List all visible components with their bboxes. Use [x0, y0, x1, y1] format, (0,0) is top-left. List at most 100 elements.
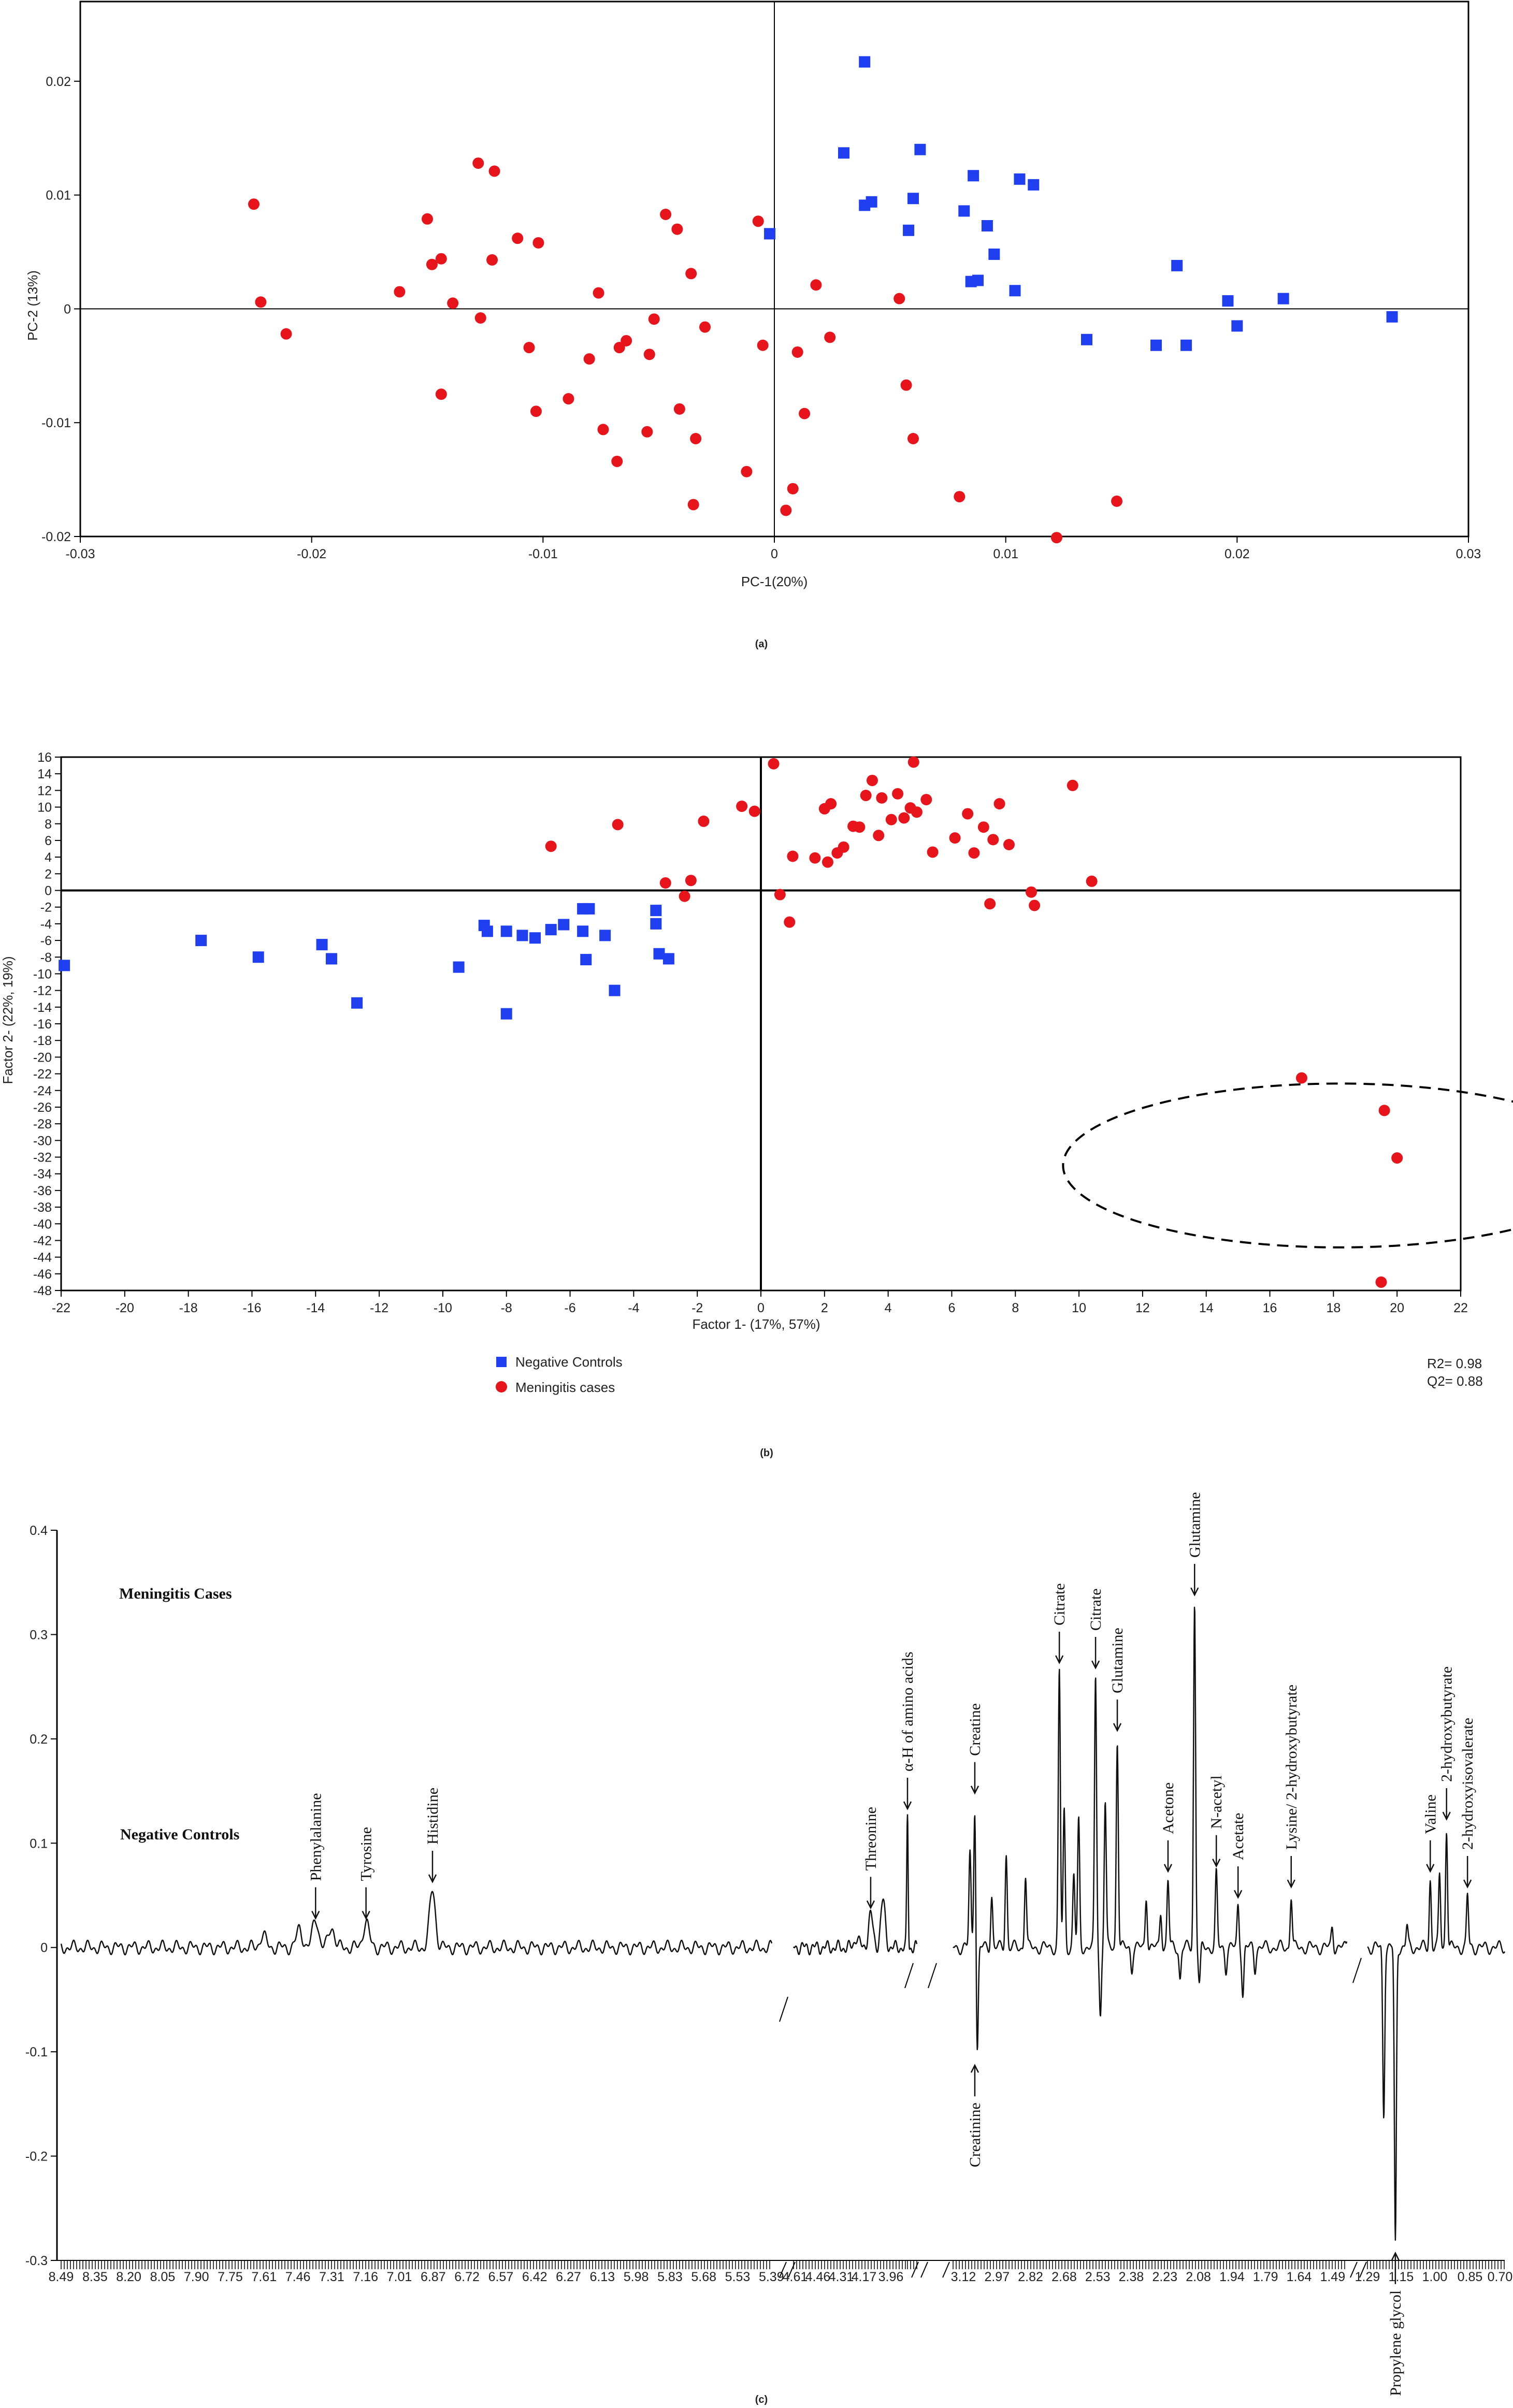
panel-a-ytick-label: 0 [64, 302, 71, 316]
panel-b-point-case [774, 889, 786, 901]
panel-a-point-control [1386, 311, 1398, 323]
panel-a-ytick-label: -0.02 [41, 530, 71, 544]
panel-c-xtick-label: 1.79 [1253, 2270, 1278, 2284]
panel-b-xtick-label: 10 [1072, 1301, 1086, 1315]
peak-arrowhead [1391, 2251, 1400, 2261]
panel-c-xtick-label: 7.01 [387, 2270, 412, 2284]
axis-break-mark [911, 2261, 919, 2278]
panel-a-point-case [472, 157, 484, 169]
panel-b-ytick-label: -34 [33, 1167, 52, 1182]
panel-a-point-control [903, 224, 915, 236]
panel-a-point-case [613, 342, 625, 354]
axis-break-mark [942, 2261, 950, 2278]
panel-b-ytick-label: -12 [33, 984, 52, 998]
panel-b-point-case [984, 898, 996, 910]
panel-c-xtick-label: 1.49 [1320, 2270, 1345, 2284]
panel-c-xtick-label: 5.53 [725, 2270, 751, 2284]
panel-a-point-case [532, 237, 544, 249]
peak-arrowhead [1113, 1723, 1122, 1732]
panel-c-xtick-label: 7.75 [218, 2270, 243, 2284]
panel-c: 0.40.30.20.10-0.1-0.2-0.3 8.49 8.35 8.20 8.… [25, 1492, 1512, 2405]
panel-b-xtick-label: -12 [370, 1301, 388, 1315]
panel-b-point-case [854, 821, 866, 833]
panel-a-point-control [866, 196, 877, 208]
panel-b-point-control [599, 930, 611, 941]
panel-b-point-control [481, 925, 493, 937]
panel-b-ytick-label: -4 [40, 917, 52, 932]
panel-c-xtick-label: 2.68 [1051, 2270, 1077, 2284]
peak-arrowhead [866, 1900, 875, 1910]
panel-a-point-control [1081, 333, 1092, 345]
panel-b-xtick-label: 8 [1012, 1301, 1019, 1315]
panel-a-point-case [660, 209, 672, 221]
panel-a-point-case [486, 254, 498, 266]
peak-arrowhead [311, 1910, 320, 1920]
axis-break-mark [779, 1996, 788, 2022]
panel-c-xtick-label: 7.16 [353, 2270, 378, 2284]
panel-b-point-case [838, 841, 849, 853]
panel-b-point-case [927, 846, 939, 858]
panel-b-xtick-label: -4 [628, 1301, 639, 1315]
panel-c-spectrum [60, 1606, 1506, 2241]
panel-a-point-control [988, 248, 1000, 260]
panel-a-point-control [914, 143, 926, 155]
peak-arrowhead [428, 1874, 437, 1883]
peak-arrowhead [362, 1910, 370, 1920]
panel-b-point-control [500, 1008, 512, 1020]
panel-b-point-control [662, 953, 674, 965]
panel-b-xtick-label: -10 [434, 1301, 452, 1315]
group-label-controls: Negative Controls [120, 1826, 239, 1843]
panel-b-point-control [351, 997, 363, 1009]
peak-arrowhead [970, 1786, 979, 1795]
panel-b-point-control [59, 960, 70, 971]
panel-b-point-case [911, 806, 923, 818]
peak-arrowhead [1463, 1879, 1472, 1889]
panel-c-caption: (c) [755, 2394, 768, 2405]
panel-b-ytick-label: -14 [33, 1000, 52, 1015]
panel-b-xtick-label: -6 [564, 1301, 575, 1315]
panel-a-point-case [621, 335, 632, 346]
panel-c-xtick-label: 5.98 [624, 2270, 649, 2284]
group-label-cases: Meningitis Cases [119, 1585, 232, 1602]
panel-b-point-case [822, 856, 833, 868]
panel-b-point-case [962, 808, 974, 820]
panel-c-xtick-label: 3.12 [951, 2270, 976, 2284]
panel-a-point-case [780, 504, 792, 516]
panel-c-x-ticks: 8.49 8.35 8.20 8.05 7.90 7.75 7.61 7.46 7.31 7.16… [49, 2270, 1513, 2284]
panel-b-ytick-label: 14 [37, 767, 52, 781]
panel-b-point-case [907, 756, 919, 768]
panel-b-point-case [977, 821, 989, 833]
legend-label-cases: Meningitis cases [515, 1380, 615, 1395]
panel-b-point-control [650, 918, 662, 930]
panel-a-point-control [1009, 285, 1021, 297]
panel-c-xtick-label: 0.70 [1488, 2270, 1513, 2284]
panel-b-q2: Q2= 0.88 [1427, 1373, 1483, 1389]
panel-b-ytick-label: -44 [33, 1251, 52, 1265]
panel-c-xtick-label: 2.97 [984, 2270, 1010, 2284]
panel-b-point-control [453, 961, 465, 973]
panel-c-axis-breaks [779, 1957, 1367, 2278]
panel-b-ytick-label: -46 [33, 1267, 52, 1282]
panel-a-point-control [1222, 295, 1234, 307]
panel-a-ytick-label: 0.02 [46, 75, 71, 89]
panel-b-ytick-label: -42 [33, 1234, 52, 1248]
panel-b-ytick-label: -20 [33, 1050, 52, 1065]
panel-b-ytick-label: 16 [37, 750, 52, 765]
panel-c-xtick-label: 2.23 [1152, 2270, 1177, 2284]
panel-a-point-case [824, 331, 836, 343]
panel-b-point-control [650, 905, 662, 917]
panel-a-point-control [859, 56, 871, 68]
axis-break-mark [928, 1963, 937, 1989]
panel-b-ytick-label: -2 [40, 901, 52, 915]
panel-a-point-control [907, 193, 919, 205]
peak-arrowhead [1234, 1890, 1243, 1899]
panel-b-point-case [1378, 1105, 1390, 1116]
panel-c-xtick-label: 4.46 [805, 2270, 831, 2284]
panel-a-point-case [894, 293, 905, 304]
panel-b-point-case [987, 834, 999, 846]
panel-a-points [248, 56, 1398, 544]
panel-b-ytick-label: -48 [33, 1284, 52, 1298]
panel-b-point-control [500, 925, 512, 937]
panel-a-point-case [900, 379, 912, 391]
panel-b-xtick-label: -20 [116, 1301, 134, 1315]
